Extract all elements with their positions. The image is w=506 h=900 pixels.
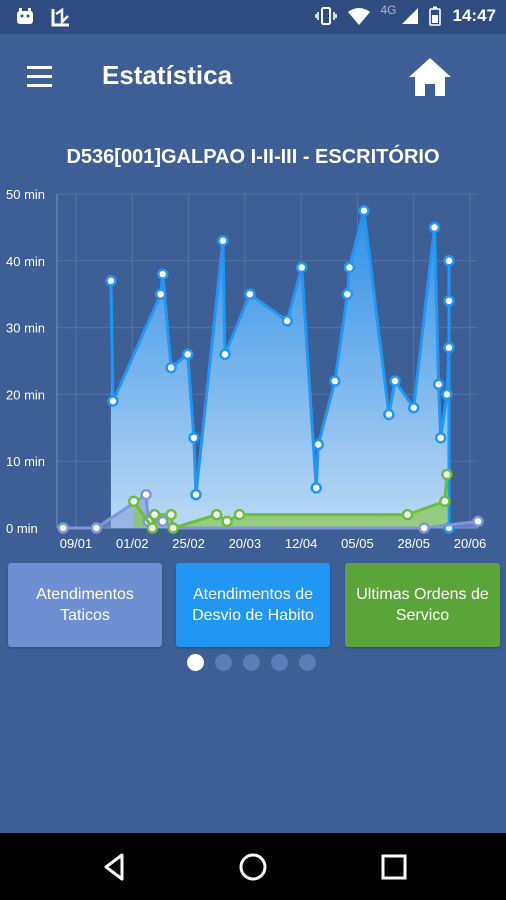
vibrate-icon xyxy=(314,7,337,25)
atendimentos-taticos-button[interactable]: Atendimentos Taticos xyxy=(8,563,162,647)
series-area xyxy=(110,210,449,528)
page-dot[interactable] xyxy=(243,654,260,671)
android-notification-icon xyxy=(17,8,33,24)
report-buttons: Atendimentos Taticos Atendimentos de Des… xyxy=(8,563,500,649)
data-point xyxy=(210,508,223,521)
data-point xyxy=(383,408,395,421)
x-tick-label: 09/01 xyxy=(60,536,93,550)
data-point xyxy=(441,388,453,401)
battery-icon xyxy=(428,6,441,26)
data-point xyxy=(233,508,246,521)
data-point xyxy=(57,522,69,534)
data-point xyxy=(217,235,229,247)
data-point xyxy=(472,515,484,528)
y-tick-label: 0 min xyxy=(6,521,38,536)
data-point xyxy=(295,261,308,274)
data-point xyxy=(221,515,233,528)
x-tick-label: 25/02 xyxy=(172,536,205,550)
data-point xyxy=(107,395,119,407)
data-point xyxy=(358,204,370,217)
data-point xyxy=(167,522,179,534)
button-label-line: Servico xyxy=(395,607,450,624)
x-tick-label: 12/04 xyxy=(285,536,318,550)
data-point xyxy=(157,268,169,280)
x-tick-label: 28/05 xyxy=(397,536,430,550)
data-point xyxy=(310,482,322,494)
hamburger-menu-icon[interactable] xyxy=(22,60,58,96)
home-icon[interactable] xyxy=(404,52,456,104)
data-point xyxy=(439,495,451,508)
signal-icon xyxy=(401,8,418,24)
data-point xyxy=(329,375,341,387)
recents-icon[interactable] xyxy=(378,851,410,883)
data-point xyxy=(127,495,140,508)
button-label-line: Taticos xyxy=(60,607,110,624)
data-point xyxy=(418,522,430,534)
data-point xyxy=(428,221,441,234)
app-notification-icon xyxy=(51,7,69,27)
data-point xyxy=(341,288,354,300)
data-point xyxy=(343,261,356,274)
page-indicator xyxy=(187,654,316,672)
data-point xyxy=(157,515,169,528)
y-tick-label: 20 min xyxy=(6,387,45,402)
data-point xyxy=(219,348,231,361)
page-dot[interactable] xyxy=(299,654,316,671)
x-tick-label: 20/06 xyxy=(454,536,487,550)
data-point xyxy=(432,378,445,391)
data-point xyxy=(188,432,200,444)
network-type: 4G xyxy=(380,3,397,17)
data-point xyxy=(154,288,167,300)
statistics-line-chart: 0 min 10 min 20 min 30 min 40 min 50 min 09/01… xyxy=(6,187,487,550)
button-label-line: Atendimentos xyxy=(36,586,134,603)
data-point xyxy=(190,488,202,501)
data-point xyxy=(441,468,453,481)
data-point xyxy=(181,348,194,361)
wifi-icon xyxy=(347,8,370,25)
data-point xyxy=(148,508,161,521)
x-tick-label: 01/02 xyxy=(116,536,149,550)
system-nav-bar xyxy=(0,833,506,900)
y-tick-label: 10 min xyxy=(6,454,45,469)
data-point xyxy=(140,488,152,501)
data-point xyxy=(401,508,414,521)
data-point xyxy=(105,275,117,287)
home-circle-icon[interactable] xyxy=(237,851,269,883)
status-bar: 4G 14:47 xyxy=(0,0,506,34)
y-tick-label: 50 min xyxy=(6,187,45,202)
data-point xyxy=(389,375,401,387)
y-tick-label: 40 min xyxy=(6,254,45,269)
data-point xyxy=(443,341,455,354)
x-tick-label: 20/03 xyxy=(229,536,262,550)
desvio-de-habito-button[interactable]: Atendimentos de Desvio de Habito xyxy=(176,563,330,647)
button-label-line: Ultimas Ordens de xyxy=(356,586,489,603)
button-label-line: Desvio de Habito xyxy=(192,607,314,624)
app-bar: Estatística xyxy=(0,34,506,118)
data-point xyxy=(312,438,325,451)
data-point xyxy=(165,508,177,521)
status-time: 14:47 xyxy=(452,6,496,25)
data-point xyxy=(443,295,455,307)
data-point xyxy=(434,432,447,444)
page-title: Estatística xyxy=(102,60,233,90)
back-icon[interactable] xyxy=(98,851,130,883)
x-tick-label: 05/05 xyxy=(341,536,374,550)
data-point xyxy=(90,522,103,534)
series-line xyxy=(63,493,479,530)
page-dot[interactable] xyxy=(215,654,232,671)
ultimas-ordens-button[interactable]: Ultimas Ordens de Servico xyxy=(345,563,500,647)
data-point xyxy=(165,361,177,374)
data-point xyxy=(244,288,256,300)
data-point xyxy=(407,402,420,414)
chart-title: D536[001]GALPAO I-II-III - ESCRITÓRIO xyxy=(66,146,440,168)
data-point xyxy=(443,255,455,267)
y-tick-label: 30 min xyxy=(6,321,45,336)
data-point xyxy=(281,315,293,327)
button-label-line: Atendimentos de xyxy=(192,586,314,603)
data-point xyxy=(146,522,159,534)
page-dot[interactable] xyxy=(271,654,288,671)
page-dot[interactable] xyxy=(187,654,204,671)
